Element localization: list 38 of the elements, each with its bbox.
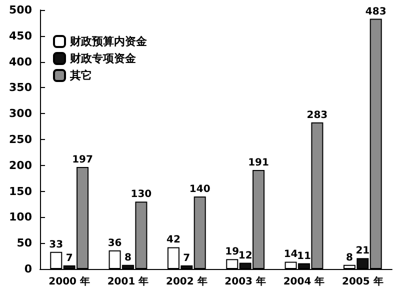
data-label: 7	[183, 252, 190, 264]
data-label: 36	[108, 238, 122, 249]
data-label: 14	[284, 249, 298, 260]
data-label: 283	[306, 110, 328, 121]
y-tick-label: 150	[9, 184, 32, 198]
data-label: 8	[124, 252, 132, 264]
y-tick-label: 0	[24, 262, 32, 276]
data-label: 42	[166, 234, 180, 246]
y-tick-label: 100	[9, 210, 32, 224]
y-tick-label: 50	[16, 236, 32, 250]
y-tick-label: 400	[9, 55, 32, 68]
x-tick-label: 2000 年	[48, 276, 90, 288]
legend-label: 财政专项资金	[69, 52, 137, 65]
data-label: 8	[346, 252, 353, 264]
data-label: 483	[365, 6, 386, 18]
x-tick-label: 2003 年	[224, 276, 266, 288]
x-tick-label: 2005 年	[342, 276, 384, 288]
y-tick-label: 500	[9, 4, 32, 16]
legend-label: 财政预算内资金	[69, 35, 148, 48]
x-tick-label: 2004 年	[283, 276, 325, 288]
data-label: 7	[66, 252, 73, 264]
x-tick-label: 2002 年	[166, 276, 208, 288]
x-tick-label: 2001 年	[107, 276, 149, 288]
data-label: 21	[356, 246, 370, 257]
data-label: 12	[238, 250, 252, 262]
data-label: 11	[297, 250, 311, 262]
data-label: 140	[189, 184, 210, 195]
y-tick-label: 200	[9, 158, 32, 172]
y-tick-label: 450	[9, 29, 32, 42]
y-tick-label: 300	[9, 107, 32, 120]
legend-label: 其它	[69, 69, 92, 82]
y-tick-label: 250	[9, 133, 32, 146]
data-label: 130	[130, 189, 152, 200]
data-label: 191	[248, 158, 270, 169]
data-label: 197	[72, 154, 94, 166]
data-label: 19	[225, 246, 240, 258]
data-label: 33	[49, 239, 64, 250]
y-tick-label: 350	[9, 81, 32, 94]
